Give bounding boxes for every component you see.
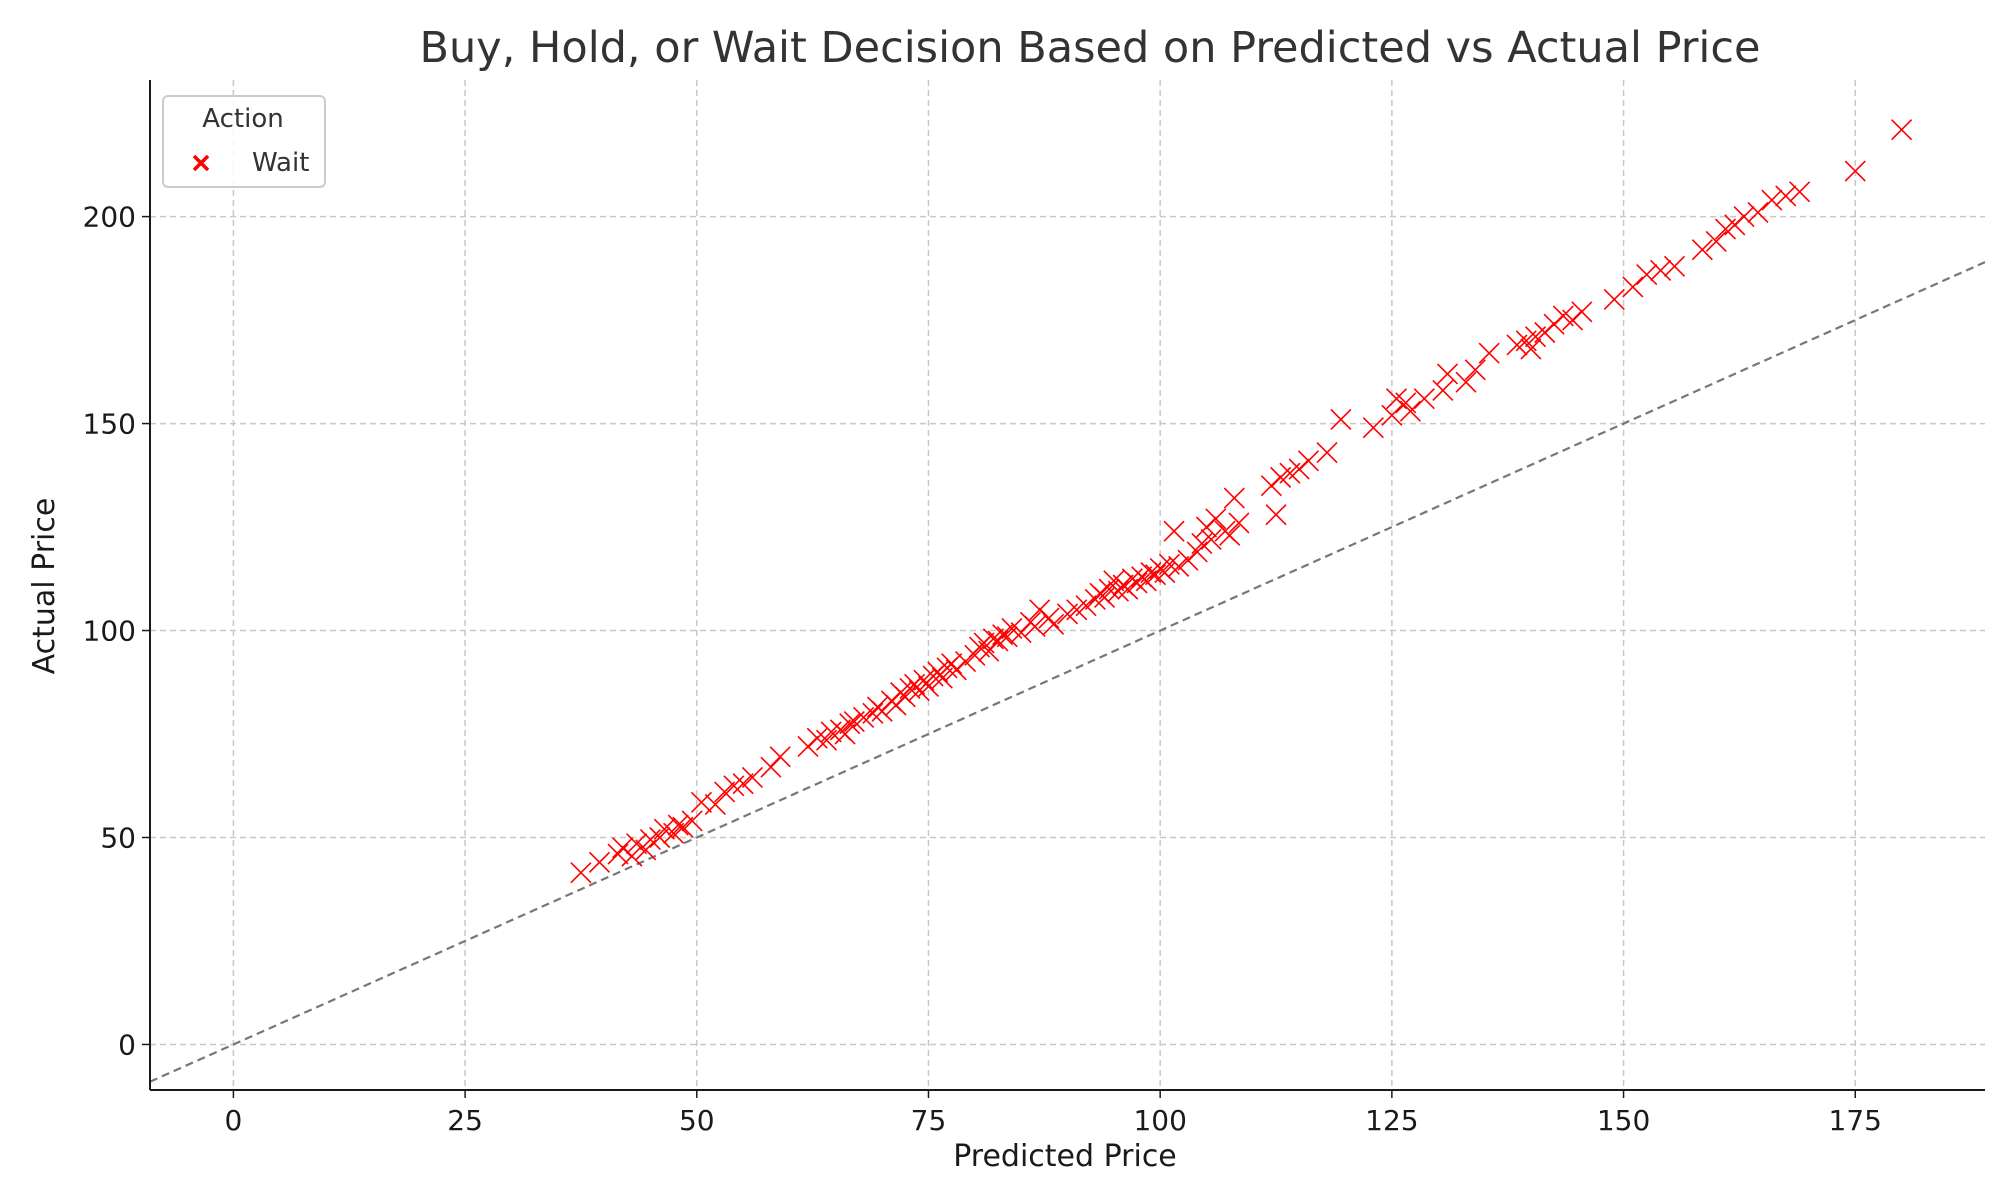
data-point (1219, 524, 1241, 546)
data-point (1297, 450, 1320, 472)
y-axis-label: Actual Price (27, 498, 62, 675)
y-tick-label: 50 (100, 822, 136, 855)
data-point (1144, 564, 1167, 586)
data-point (1464, 359, 1486, 381)
data-point (1571, 301, 1593, 323)
data-point (690, 791, 712, 813)
data-point (1775, 185, 1797, 207)
data-point (834, 723, 856, 745)
x-tick-label: 50 (679, 1104, 715, 1137)
data-point (1038, 607, 1060, 629)
data-point (1705, 230, 1727, 253)
data-point (1399, 400, 1421, 422)
data-point (839, 713, 861, 735)
data-point (1107, 580, 1130, 602)
data-point (769, 746, 791, 768)
x-axis-label: Predicted Price (953, 1139, 1177, 1174)
x-tick-label: 75 (911, 1104, 947, 1137)
data-point (1043, 613, 1065, 635)
data-point (1733, 206, 1755, 228)
data-point (1316, 441, 1338, 464)
reference-line-layer (149, 261, 1986, 1083)
data-point (820, 721, 842, 743)
data-point (570, 862, 592, 884)
data-point (1622, 276, 1644, 298)
x-tick-label: 125 (1365, 1104, 1418, 1137)
data-point (1520, 338, 1542, 360)
legend-title: Action (202, 104, 283, 134)
data-point (1205, 508, 1227, 530)
data-point (1163, 520, 1185, 542)
data-point (1761, 189, 1783, 211)
points-layer (570, 119, 1913, 884)
y-tick-label: 0 (118, 1028, 136, 1061)
y-tick-label: 200 (83, 201, 136, 234)
data-point (607, 843, 629, 865)
data-point (1381, 404, 1403, 426)
data-point (667, 814, 689, 836)
y-tick-label: 100 (83, 615, 136, 648)
grid (150, 80, 1985, 1090)
data-point (992, 624, 1014, 646)
data-point (1330, 408, 1352, 430)
data-point (1455, 371, 1477, 393)
data-point (1636, 263, 1658, 286)
data-point (1168, 555, 1190, 577)
data-point (704, 793, 726, 815)
data-point (1084, 588, 1106, 611)
legend: Action Wait (162, 95, 326, 188)
data-point (941, 653, 963, 675)
data-point (635, 839, 657, 861)
axes (142, 80, 1985, 1098)
data-point (1789, 181, 1811, 203)
legend-label-wait: Wait (252, 148, 309, 178)
data-point (741, 766, 763, 789)
data-point (1223, 487, 1245, 509)
data-point (1432, 379, 1454, 402)
data-point (732, 773, 754, 795)
data-point (681, 810, 703, 832)
data-point (1126, 572, 1148, 594)
data-point (862, 702, 884, 724)
data-point (723, 775, 745, 797)
chart-title: Buy, Hold, or Wait Decision Based on Pre… (420, 23, 1761, 73)
data-point (714, 781, 736, 803)
data-point (1478, 342, 1500, 364)
data-point (1436, 363, 1459, 385)
data-point (625, 833, 648, 855)
data-point (1158, 553, 1181, 575)
data-point (806, 727, 828, 749)
data-point (1075, 595, 1097, 617)
data-point (1228, 512, 1250, 534)
data-point (1747, 201, 1769, 224)
tick-labels: 0 25 50 75 100 125 150 175 0 50 100 150 200 (83, 201, 1882, 1137)
x-tick-label: 0 (224, 1104, 242, 1137)
data-point (1650, 259, 1672, 281)
data-point (1603, 288, 1625, 310)
data-point (1844, 160, 1866, 182)
reference-line (149, 261, 1986, 1083)
data-point (931, 667, 953, 689)
x-tick-label: 25 (447, 1104, 483, 1137)
data-point (1265, 504, 1287, 526)
x-tick-label: 150 (1597, 1104, 1650, 1137)
data-point (588, 851, 611, 873)
data-point (917, 675, 940, 697)
data-point (1663, 255, 1686, 277)
data-point (1413, 388, 1435, 410)
x-tick-label: 175 (1829, 1104, 1882, 1137)
data-point (621, 845, 643, 867)
data-point (1362, 417, 1384, 439)
data-point (672, 816, 694, 838)
legend-marker-wait (192, 154, 210, 172)
data-point (639, 829, 662, 851)
y-tick-label: 150 (83, 408, 136, 441)
data-point (1891, 119, 1913, 141)
x-tick-label: 100 (1133, 1104, 1186, 1137)
data-point (1691, 239, 1713, 261)
data-point (1024, 615, 1046, 637)
data-point (1117, 578, 1139, 600)
data-point (1200, 528, 1222, 551)
